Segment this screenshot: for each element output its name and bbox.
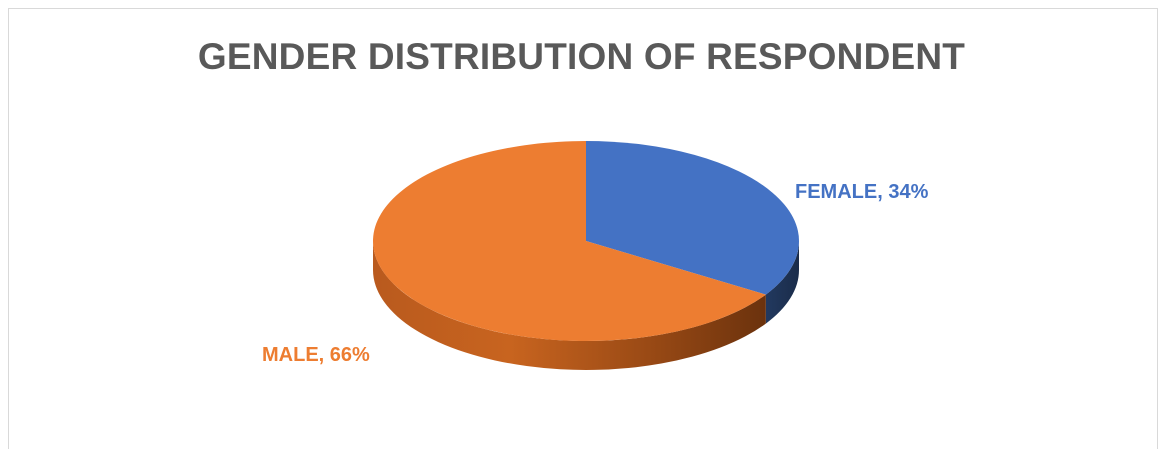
pie-side-male [373, 241, 766, 370]
pie-slice-male [373, 141, 766, 341]
pie-slice-female [586, 141, 799, 295]
pie-side-female [765, 241, 799, 324]
slice-label-male: MALE, 66% [262, 344, 370, 366]
slice-label-female: FEMALE, 34% [795, 181, 929, 203]
chart-title: GENDER DISTRIBUTION OF RESPONDENT [197, 36, 966, 77]
